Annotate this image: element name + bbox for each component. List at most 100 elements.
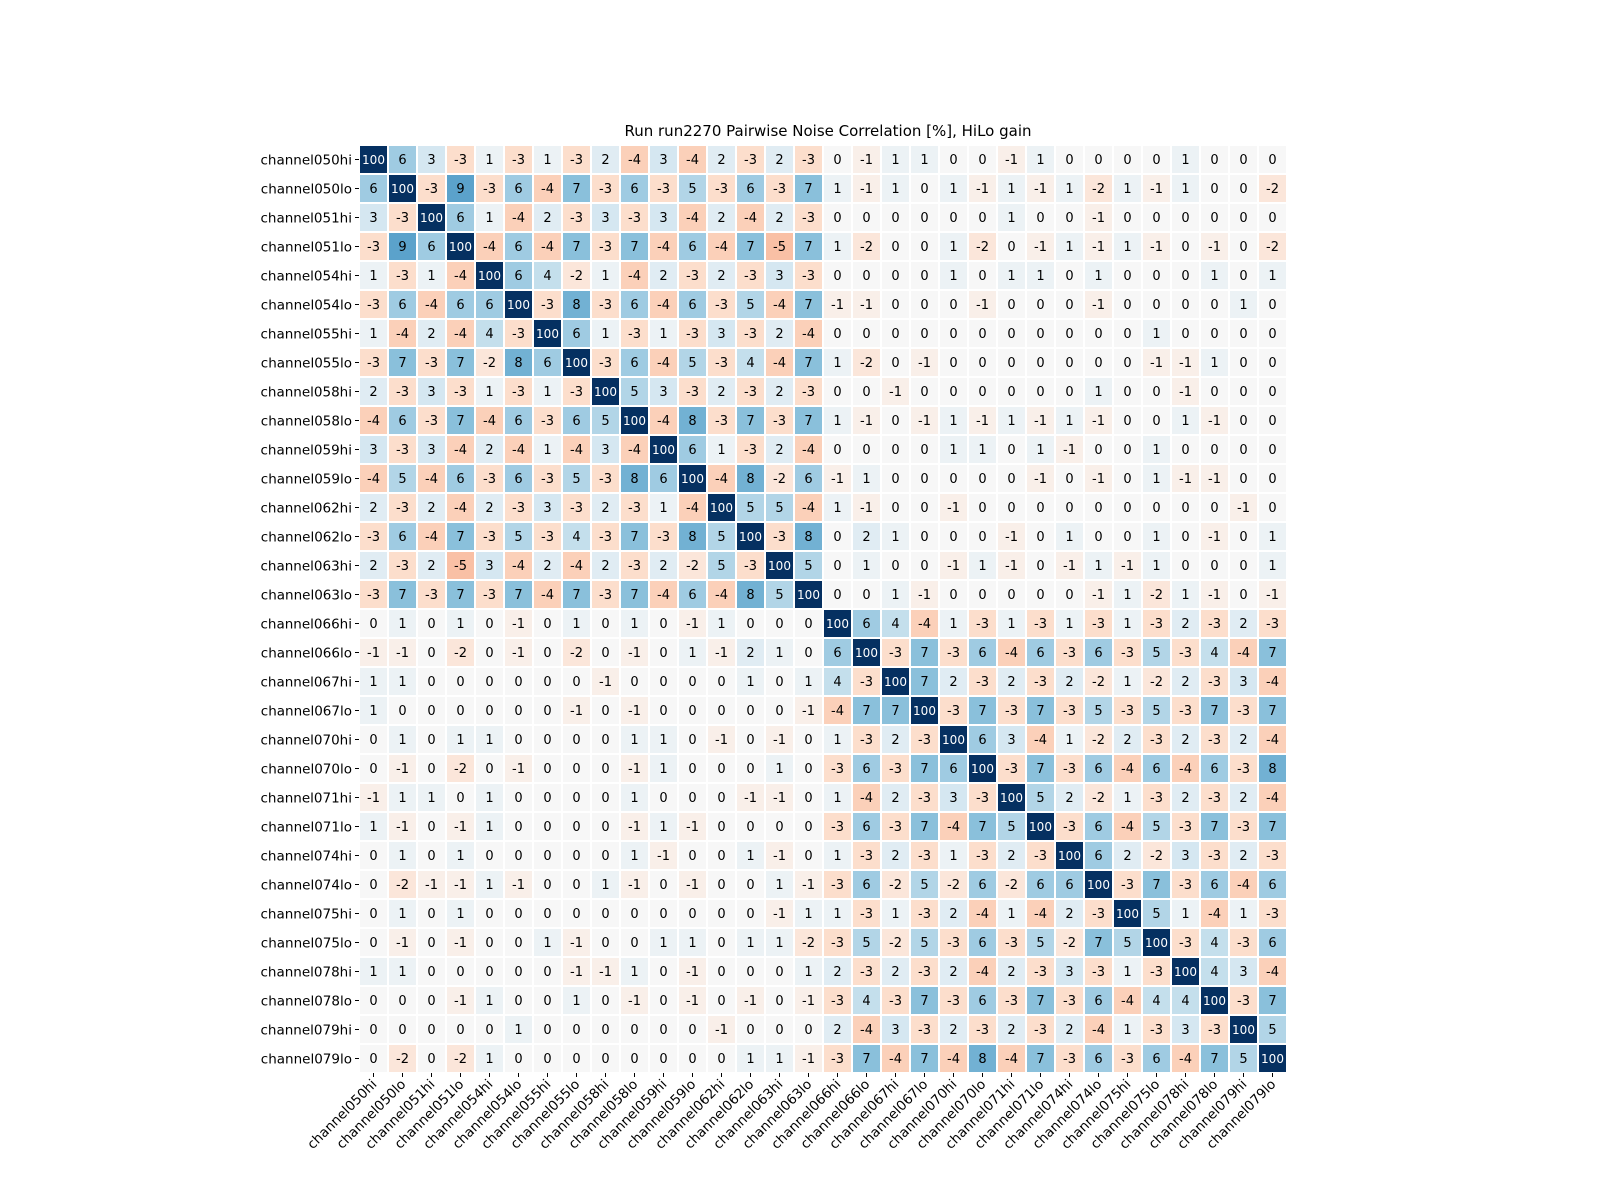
heatmap-cell	[389, 233, 416, 260]
cell-value-label: -4	[1266, 675, 1279, 690]
cell-value-label: 1	[485, 153, 493, 168]
heatmap-cell	[1172, 233, 1199, 260]
heatmap-cell	[1027, 581, 1054, 608]
cell-value-label: -4	[570, 443, 583, 458]
cell-value-label: -4	[715, 240, 728, 255]
heatmap-cell	[418, 494, 445, 521]
cell-value-label: 6	[514, 182, 522, 197]
heatmap-cell	[911, 436, 938, 463]
cell-value-label: 1	[398, 907, 406, 922]
heatmap-cell	[795, 204, 822, 231]
cell-value-label: -1	[454, 820, 467, 835]
heatmap-cell	[476, 755, 503, 782]
cell-value-label: 0	[485, 704, 493, 719]
cell-value-label: -4	[976, 907, 989, 922]
cell-value-label: 1	[688, 936, 696, 951]
heatmap-cell	[650, 697, 677, 724]
cell-value-label: 2	[1123, 733, 1131, 748]
cell-value-label: 6	[456, 211, 464, 226]
heatmap-cell	[505, 1045, 532, 1072]
cell-value-label: -3	[512, 153, 525, 168]
cell-value-label: 6	[456, 472, 464, 487]
heatmap-cell	[360, 842, 387, 869]
cell-value-label: 1	[1152, 443, 1160, 458]
heatmap-cell	[505, 900, 532, 927]
cell-value-label: -1	[947, 559, 960, 574]
cell-value-label: 5	[775, 588, 783, 603]
heatmap-cell	[476, 291, 503, 318]
heatmap-cell	[1056, 871, 1083, 898]
cell-value-label: 0	[514, 965, 522, 980]
cell-value-label: -2	[454, 646, 467, 661]
cell-value-label: -1	[860, 182, 873, 197]
cell-value-label: -3	[1208, 617, 1221, 632]
heatmap-cell	[824, 465, 851, 492]
cell-value-label: 2	[775, 211, 783, 226]
heatmap-cell	[737, 523, 764, 550]
cell-value-label: 1	[804, 965, 812, 980]
heatmap-cell	[766, 349, 793, 376]
cell-value-label: 100	[1087, 878, 1110, 892]
cell-value-label: 2	[1065, 791, 1073, 806]
cell-value-label: 7	[978, 704, 986, 719]
cell-value-label: -1	[802, 704, 815, 719]
heatmap-cell	[969, 958, 996, 985]
cell-value-label: 3	[427, 385, 435, 400]
heatmap-cell	[360, 987, 387, 1014]
cell-value-label: -3	[1208, 675, 1221, 690]
heatmap-cell	[882, 755, 909, 782]
heatmap-cell	[1259, 900, 1286, 927]
cell-value-label: -3	[367, 530, 380, 545]
cell-value-label: 6	[1036, 878, 1044, 893]
cell-value-label: -4	[686, 153, 699, 168]
cell-value-label: 0	[1094, 356, 1102, 371]
cell-value-label: 2	[891, 791, 899, 806]
heatmap-cell	[795, 726, 822, 753]
cell-value-label: 100	[710, 501, 733, 515]
heatmap-cell	[563, 233, 590, 260]
heatmap-cell	[998, 436, 1025, 463]
heatmap-cell	[853, 900, 880, 927]
cell-value-label: -4	[657, 356, 670, 371]
cell-value-label: -3	[1034, 617, 1047, 632]
cell-value-label: -1	[1092, 298, 1105, 313]
heatmap-cell	[360, 465, 387, 492]
cell-value-label: 0	[717, 1052, 725, 1067]
heatmap-cell	[737, 494, 764, 521]
heatmap-cell	[766, 900, 793, 927]
cell-value-label: 0	[427, 907, 435, 922]
cell-value-label: -1	[1092, 240, 1105, 255]
heatmap-cell	[795, 581, 822, 608]
cell-value-label: 0	[978, 385, 986, 400]
cell-value-label: 100	[1232, 1023, 1255, 1037]
heatmap-cell	[1027, 929, 1054, 956]
cell-value-label: 0	[1210, 443, 1218, 458]
cell-value-label: -3	[1005, 704, 1018, 719]
heatmap-cell	[418, 1016, 445, 1043]
heatmap-cell	[1085, 871, 1112, 898]
heatmap-cell	[1114, 146, 1141, 173]
heatmap-cell	[534, 262, 561, 289]
heatmap-cell	[592, 668, 619, 695]
cell-value-label: 6	[572, 327, 580, 342]
heatmap-cell	[1172, 320, 1199, 347]
heatmap-cell	[998, 1016, 1025, 1043]
cell-value-label: 1	[1036, 443, 1044, 458]
heatmap-cell	[969, 378, 996, 405]
cell-value-label: 100	[913, 704, 936, 718]
heatmap-cell	[940, 175, 967, 202]
cell-value-label: 3	[775, 269, 783, 284]
cell-value-label: 1	[601, 878, 609, 893]
heatmap-cell	[882, 291, 909, 318]
heatmap-cell	[1143, 581, 1170, 608]
heatmap-cell	[853, 262, 880, 289]
cell-value-label: 6	[514, 269, 522, 284]
cell-value-label: 1	[601, 269, 609, 284]
heatmap-cell	[418, 726, 445, 753]
heatmap-cell	[1172, 262, 1199, 289]
heatmap-cell	[505, 755, 532, 782]
cell-value-label: 1	[775, 762, 783, 777]
heatmap-cell	[418, 233, 445, 260]
heatmap-cell	[1056, 900, 1083, 927]
heatmap-cell	[1114, 465, 1141, 492]
